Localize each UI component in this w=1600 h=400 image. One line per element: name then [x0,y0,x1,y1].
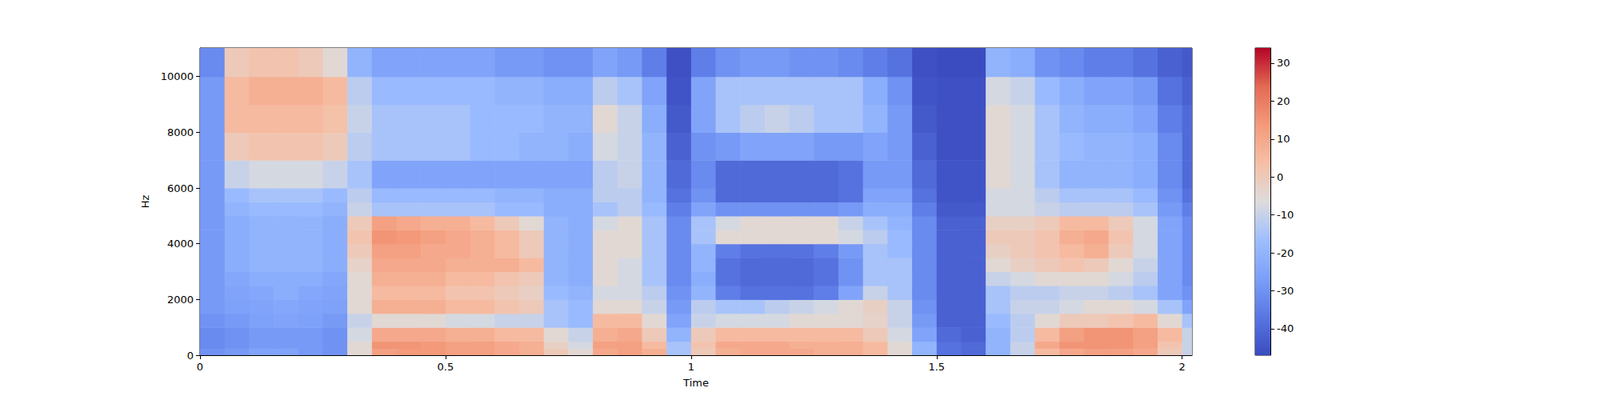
svg-text:20: 20 [1276,95,1291,108]
svg-text:-40: -40 [1276,322,1294,335]
svg-text:1: 1 [688,360,695,373]
svg-text:-30: -30 [1276,284,1294,297]
svg-text:Time: Time [682,376,709,389]
svg-text:0.5: 0.5 [437,360,455,373]
svg-text:-20: -20 [1276,247,1294,260]
svg-text:6000: 6000 [167,182,194,195]
svg-text:8000: 8000 [167,126,194,139]
svg-text:1.5: 1.5 [928,360,945,373]
svg-text:10000: 10000 [160,70,194,83]
svg-text:2: 2 [1179,360,1186,373]
svg-text:10: 10 [1276,132,1291,145]
svg-text:Hz: Hz [139,195,152,209]
svg-text:2000: 2000 [167,293,194,306]
svg-text:30: 30 [1276,56,1291,69]
svg-text:0: 0 [1276,171,1284,184]
svg-text:0: 0 [187,349,194,362]
svg-text:4000: 4000 [167,237,194,250]
svg-text:-10: -10 [1276,208,1294,221]
svg-text:0: 0 [196,360,204,373]
